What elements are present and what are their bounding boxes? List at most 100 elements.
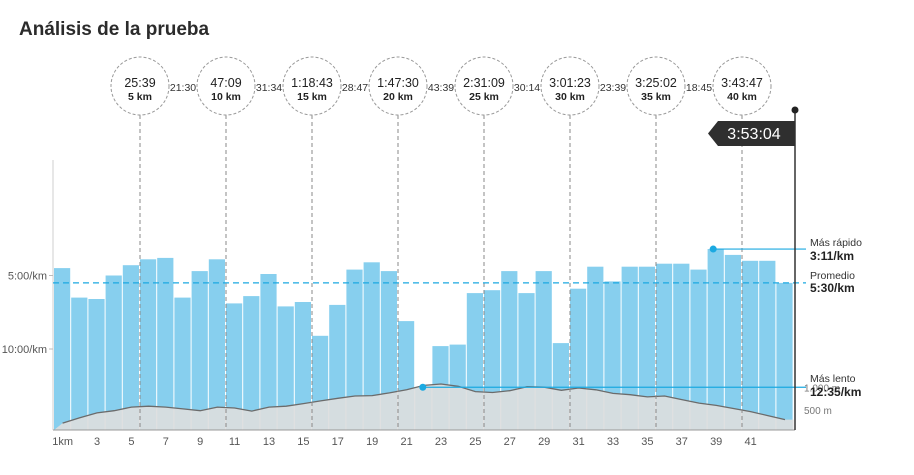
x-tick-label: 13 (263, 436, 275, 448)
split-interval: 30:14 (514, 82, 540, 94)
pace-bar (346, 269, 363, 430)
split-time: 47:09 (210, 76, 241, 90)
pace-bar (105, 275, 122, 430)
x-tick-label: 41 (744, 436, 756, 448)
split-circle (540, 56, 600, 116)
fastest-dot (709, 245, 717, 253)
pace-bar (54, 268, 71, 430)
split-interval: 31:34 (256, 82, 282, 94)
pace-bar (363, 262, 380, 430)
pace-bar (122, 265, 139, 430)
x-tick-label: 37 (676, 436, 688, 448)
x-tick-label: 23 (435, 436, 447, 448)
slowest-label: Más lento (810, 373, 856, 385)
pace-bar (621, 266, 638, 430)
pace-bar (673, 263, 690, 430)
split-interval: 43:39 (428, 82, 454, 94)
x-tick-label: 5 (128, 436, 134, 448)
x-tick-label: 15 (297, 436, 309, 448)
pace-bar (226, 303, 243, 430)
pace-bars (54, 249, 793, 430)
split-distance: 25 km (469, 91, 499, 103)
pace-bar (759, 260, 776, 430)
split-interval: 21:30 (170, 82, 196, 94)
average-label: Promedio (810, 270, 855, 282)
pace-bar (380, 271, 397, 430)
page-title: Análisis de la prueba (19, 19, 210, 40)
split-circle (196, 56, 256, 116)
y-tick-label: 5:00/km (8, 271, 47, 283)
x-tick-label: 35 (641, 436, 653, 448)
split-circle (712, 56, 772, 116)
pace-bar (776, 282, 793, 430)
finish-time-badge (708, 121, 795, 146)
split-distance: 35 km (641, 91, 671, 103)
pace-bar (208, 259, 225, 430)
x-tick-label: 27 (504, 436, 516, 448)
split-distance: 30 km (555, 91, 585, 103)
pace-bar (174, 297, 191, 430)
x-tick-label: 1km (52, 436, 73, 448)
x-tick-label: 9 (197, 436, 203, 448)
finish-time: 3:53:04 (727, 126, 780, 143)
fastest-value: 3:11/km (810, 249, 854, 263)
split-circle (368, 56, 428, 116)
elevation-area (54, 384, 794, 430)
x-tick-label: 21 (400, 436, 412, 448)
x-tick-label: 17 (332, 436, 344, 448)
finish-marker: 3:53:04 (708, 106, 799, 430)
elevation-tick-label: 500 m (804, 406, 832, 417)
pace-bar (294, 302, 311, 430)
pace-bar (724, 254, 741, 430)
pace-bar (191, 271, 208, 430)
split-distance: 5 km (128, 91, 152, 103)
split-time: 1:47:30 (377, 76, 419, 90)
split-time: 1:18:43 (291, 76, 333, 90)
fastest-label: Más rápido (810, 237, 862, 249)
split-circle (454, 56, 514, 116)
split-distance: 40 km (727, 91, 757, 103)
pace-bar (260, 274, 277, 430)
elevation-tick-label: 1.000 m (804, 384, 840, 395)
pace-bar (638, 266, 655, 430)
slowest-dot (419, 383, 427, 391)
pace-bar (140, 259, 157, 430)
finish-dot (791, 106, 799, 114)
x-tick-label: 3 (94, 436, 100, 448)
x-tick-label: 39 (710, 436, 722, 448)
pace-bar (88, 299, 105, 430)
x-tick-label: 31 (572, 436, 584, 448)
split-interval: 18:45 (686, 82, 712, 94)
x-tick-label: 29 (538, 436, 550, 448)
split-interval: 23:39 (600, 82, 626, 94)
pace-bar (707, 249, 724, 430)
pace-bar (742, 260, 759, 430)
x-tick-label: 25 (469, 436, 481, 448)
split-time: 2:31:09 (463, 76, 505, 90)
slowest-value: 12:35/km (810, 385, 861, 399)
y-tick-label: 10:00/km (2, 344, 47, 356)
split-time: 3:01:23 (549, 76, 591, 90)
pace-bar (71, 297, 88, 430)
split-circle (626, 56, 686, 116)
pace-bar (277, 306, 294, 430)
pace-bar (243, 296, 260, 430)
split-time: 3:25:02 (635, 76, 677, 90)
average-value: 5:30/km (810, 281, 855, 295)
x-tick-label: 11 (229, 436, 240, 448)
split-distance: 10 km (211, 91, 241, 103)
x-tick-label: 7 (163, 436, 169, 448)
pace-bar (157, 257, 174, 430)
split-circle (110, 56, 170, 116)
pace-bar (690, 269, 707, 430)
split-distance: 15 km (297, 91, 327, 103)
split-time: 25:39 (124, 76, 155, 90)
split-interval: 28:47 (342, 82, 368, 94)
split-distance: 20 km (383, 91, 413, 103)
pace-bar (656, 263, 673, 430)
x-tick-label: 33 (607, 436, 619, 448)
